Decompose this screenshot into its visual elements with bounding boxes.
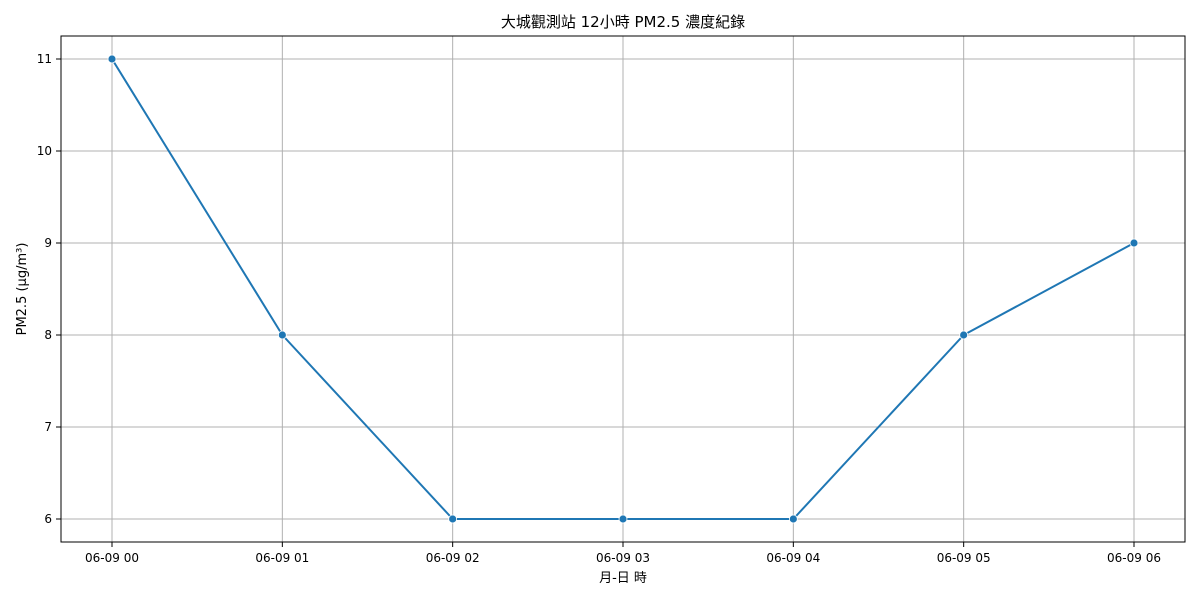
data-point xyxy=(959,330,969,340)
data-point xyxy=(448,514,458,524)
x-tick-label: 06-09 02 xyxy=(426,551,480,565)
data-point xyxy=(618,514,628,524)
data-point xyxy=(1129,238,1139,248)
y-tick-label: 11 xyxy=(37,52,52,66)
data-point xyxy=(788,514,798,524)
y-tick-label: 7 xyxy=(44,420,52,434)
x-tick-label: 06-09 05 xyxy=(937,551,991,565)
chart-title: 大城觀測站 12小時 PM2.5 濃度紀錄 xyxy=(501,13,745,31)
data-point xyxy=(107,54,117,64)
x-tick-label: 06-09 03 xyxy=(596,551,650,565)
series-layer xyxy=(107,54,1139,524)
x-tick-label: 06-09 04 xyxy=(766,551,820,565)
y-tick-label: 8 xyxy=(44,328,52,342)
x-tick-label: 06-09 01 xyxy=(255,551,309,565)
data-point xyxy=(277,330,287,340)
grid-lines xyxy=(61,36,1185,542)
axis-layer: 06-09 00 06-09 01 06-09 02 06-09 03 06-09 04… xyxy=(37,52,1161,565)
plot-frame xyxy=(60,35,1186,543)
x-tick-label: 06-09 06 xyxy=(1107,551,1161,565)
y-tick-label: 9 xyxy=(44,236,52,250)
y-axis-label: PM2.5 (μg/m³) xyxy=(15,243,30,336)
x-tick-label: 06-09 00 xyxy=(85,551,139,565)
y-tick-label: 10 xyxy=(37,144,52,158)
x-axis-label: 月-日 時 xyxy=(599,571,647,586)
y-tick-label: 6 xyxy=(44,512,52,526)
